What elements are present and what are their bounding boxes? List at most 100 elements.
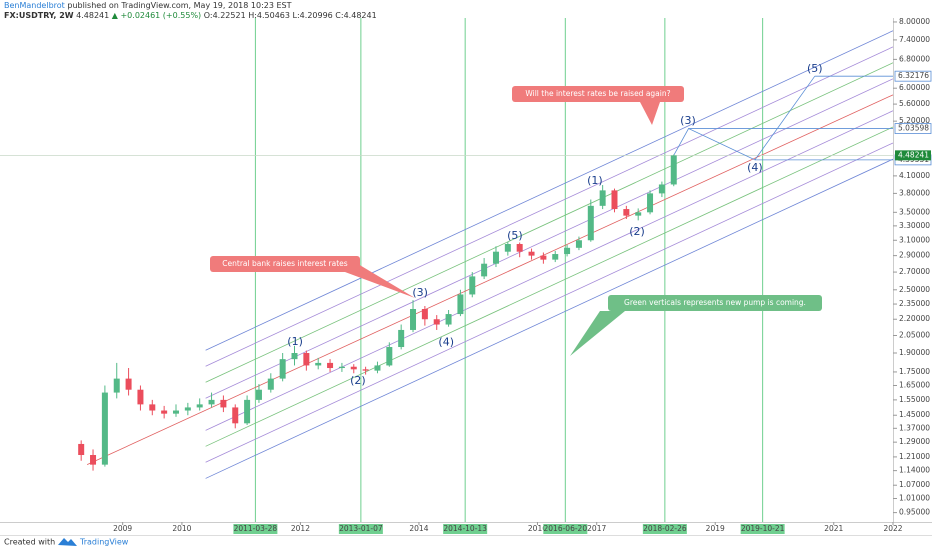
callout-pointer <box>570 311 625 356</box>
y-tick-label: 2.90000 <box>899 251 930 260</box>
candle-body <box>161 410 168 414</box>
wave-label: (1) <box>287 335 303 348</box>
candle-body <box>78 443 85 456</box>
header-line-2: FX:USDTRY, 2W 4.48241 ▲ +0.02461 (+0.55%… <box>4 11 377 20</box>
candle-body <box>244 399 251 424</box>
x-tick-label: 2022 <box>883 524 902 533</box>
candle-body <box>599 190 606 206</box>
x-tick-label: 2010 <box>172 524 191 533</box>
y-tick-label: 3.30000 <box>899 221 930 230</box>
candle-body <box>90 455 97 465</box>
last-price-label-bg <box>895 150 931 161</box>
level-label-bg <box>894 123 932 134</box>
level-label: 6.32176 <box>898 71 929 80</box>
candle-body <box>658 184 665 194</box>
header-line-1: BenMandelbrot published on TradingView.c… <box>4 1 292 10</box>
x-tick-label: 2016 <box>528 524 547 533</box>
date-label-bg <box>740 524 785 534</box>
callout-text: Green verticals represents new pump is c… <box>624 298 806 307</box>
candle-body <box>575 240 582 248</box>
wave-label: (1) <box>587 174 603 187</box>
candle-body <box>220 399 227 408</box>
x-tick-label: 2012 <box>291 524 310 533</box>
x-tick-label: 2019-10-21 <box>741 524 785 533</box>
y-tick-label: 3.50000 <box>899 207 930 216</box>
channel-line <box>205 126 894 447</box>
candle-body <box>374 365 381 371</box>
candle-body <box>255 389 262 400</box>
candle-body <box>149 404 156 411</box>
date-label-bg <box>642 524 687 534</box>
candle-body <box>623 209 630 216</box>
footer-created: Created with <box>4 538 55 547</box>
candle-body <box>291 352 298 360</box>
y-tick-label: 2.05000 <box>899 331 930 340</box>
candle-body <box>172 410 179 414</box>
candle-body <box>445 314 452 325</box>
wave-label: (5) <box>507 229 523 242</box>
ohlc: O:4.22521 H:4.50463 L:4.20996 C:4.48241 <box>204 11 377 20</box>
last-price-label: 4.48241 <box>898 150 929 159</box>
channel-line <box>205 30 894 351</box>
callout-pointer <box>345 264 415 298</box>
y-tick-label: 6.00000 <box>899 83 930 92</box>
wave-label: (2) <box>350 374 366 387</box>
y-tick-label: 5.60000 <box>899 99 930 108</box>
channel-line <box>205 110 894 431</box>
wave-label: (2) <box>629 225 645 238</box>
x-tick-label: 2017 <box>587 524 606 533</box>
candle-body <box>552 254 559 260</box>
candle-body <box>386 347 393 366</box>
y-tick-label: 0.95000 <box>899 508 930 517</box>
y-tick-label: 3.80000 <box>899 188 930 197</box>
candle-body <box>350 366 357 370</box>
x-tick-label: 2013-01-07 <box>339 524 383 533</box>
candle-body <box>433 319 440 325</box>
candle-body <box>481 263 488 277</box>
callout-text: Central bank raises interest rates <box>222 259 347 268</box>
candle-body <box>184 407 191 411</box>
y-tick-label: 1.45000 <box>899 410 930 419</box>
candle-body <box>267 378 274 390</box>
candle-body <box>611 190 618 210</box>
channel-line <box>205 46 894 367</box>
x-tick-label: 2019 <box>706 524 725 533</box>
candle-body <box>327 362 334 369</box>
callout-text: Will the interest rates be raised again? <box>525 89 670 98</box>
y-tick-label: 1.29000 <box>899 437 930 446</box>
candle-body <box>208 399 215 405</box>
date-label-bg <box>233 524 278 534</box>
y-tick-label: 1.14000 <box>899 466 930 475</box>
candle-body <box>232 407 239 424</box>
candle-body <box>564 247 571 255</box>
candle-body <box>457 294 464 315</box>
author: BenMandelbrot <box>4 1 65 10</box>
channel-line <box>205 142 894 463</box>
brand-logo <box>58 538 77 546</box>
date-label-bg <box>443 524 488 534</box>
candle-body <box>492 251 499 264</box>
published: published on TradingView.com, May 19, 20… <box>67 1 291 10</box>
y-tick-label: 2.70000 <box>899 267 930 276</box>
y-tick-label: 3.10000 <box>899 235 930 244</box>
x-tick-label: 2021 <box>824 524 843 533</box>
wave-label: (3) <box>412 286 428 299</box>
y-tick-label: 1.37000 <box>899 423 930 432</box>
y-tick-label: 1.21000 <box>899 452 930 461</box>
candle-body <box>125 378 132 390</box>
candle-body <box>113 378 120 393</box>
y-tick-label: 5.20000 <box>899 116 930 125</box>
candle-body <box>516 244 523 252</box>
y-tick-label: 1.55000 <box>899 395 930 404</box>
channel-line <box>205 62 894 383</box>
candle-body <box>528 251 535 256</box>
level-label-bg <box>894 70 932 82</box>
last: 4.48241 <box>76 11 109 20</box>
y-tick-label: 1.01000 <box>899 494 930 503</box>
y-tick-label: 1.65000 <box>899 380 930 389</box>
projection-path <box>673 75 816 161</box>
symbol: FX:USDTRY, 2W <box>4 11 74 20</box>
date-label-bg <box>543 524 588 534</box>
